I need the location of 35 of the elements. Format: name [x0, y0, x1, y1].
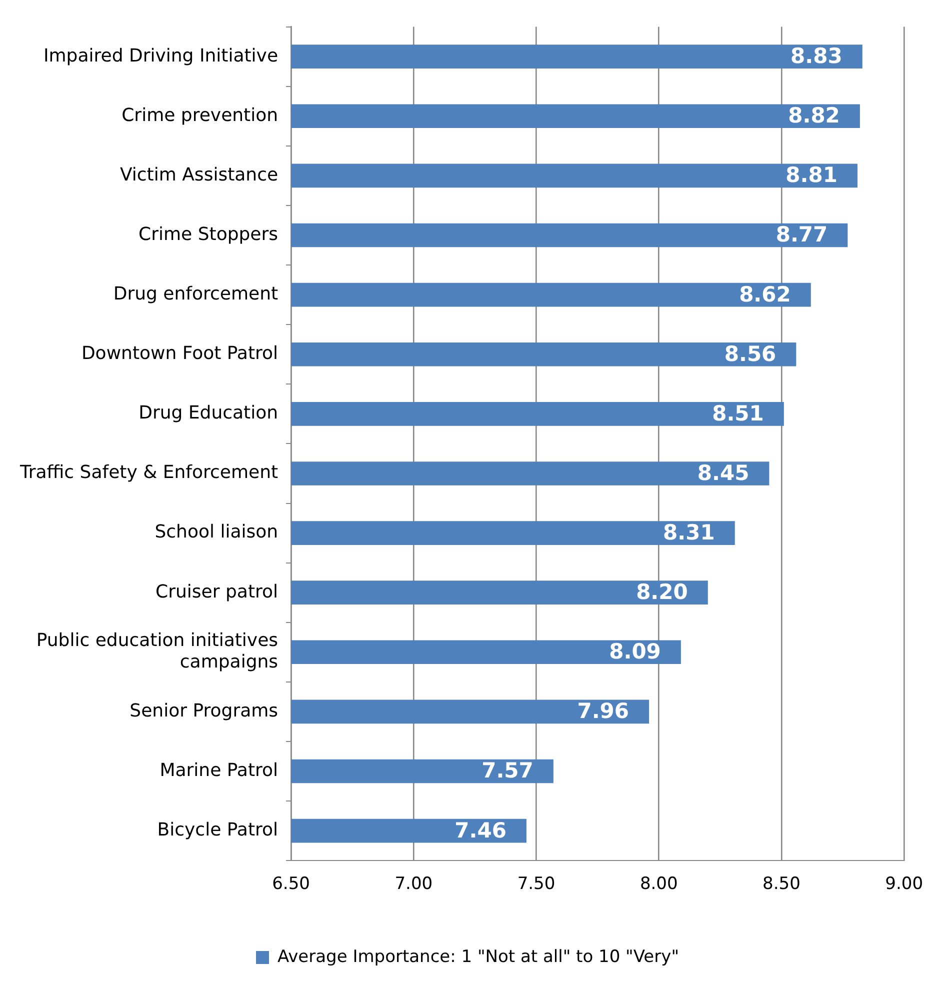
y-tick-label: Drug enforcement [113, 283, 278, 304]
y-tick-label: Marine Patrol [160, 760, 278, 781]
text: 7.57 [482, 758, 534, 783]
text: 7.46 [454, 818, 506, 842]
text: 8.83 [790, 44, 842, 68]
x-tick-label: 7.00 [394, 874, 433, 894]
text: 8.09 [609, 640, 661, 664]
x-tick-label: 7.50 [517, 874, 556, 894]
text: 8.45 [697, 460, 750, 485]
text: 8.81 [786, 163, 838, 188]
y-tick-label: Bicycle Patrol [157, 819, 278, 840]
x-tick-label: 6.50 [272, 874, 310, 894]
legend-label: Average Importance: 1 "Not at all" to 10 "Very" [277, 946, 680, 967]
y-tick-label: Drug Education [138, 402, 278, 424]
text: 8.77 [776, 222, 828, 247]
text: 7.96 [577, 699, 630, 724]
y-tick-label: Traffic Safety & Enforcement [18, 462, 278, 484]
y-tick-label: School liaison [154, 522, 278, 543]
x-tick-label: 9.00 [885, 874, 924, 894]
text: 8.31 [663, 520, 715, 544]
x-tick-label: 8.00 [640, 874, 678, 894]
y-tick-label: Crime prevention [122, 104, 278, 126]
y-tick-label: Downtown Foot Patrol [81, 343, 278, 364]
text: 8.62 [739, 282, 791, 306]
y-tick-label: Victim Assistance [120, 164, 278, 186]
y-tick-label: Crime Stoppers [138, 224, 278, 245]
y-tick-label: Senior Programs [130, 700, 278, 722]
text: 8.82 [788, 104, 840, 128]
text: 8.20 [636, 580, 688, 604]
y-tick-label: Impaired Driving Initiative [43, 45, 278, 66]
text: 8.56 [724, 342, 776, 366]
text: 8.51 [712, 401, 764, 426]
x-tick-label: 8.50 [762, 874, 800, 894]
y-tick-label: Public education initiatives campaigns [36, 630, 278, 673]
y-tick-label: Cruiser patrol [156, 581, 278, 602]
